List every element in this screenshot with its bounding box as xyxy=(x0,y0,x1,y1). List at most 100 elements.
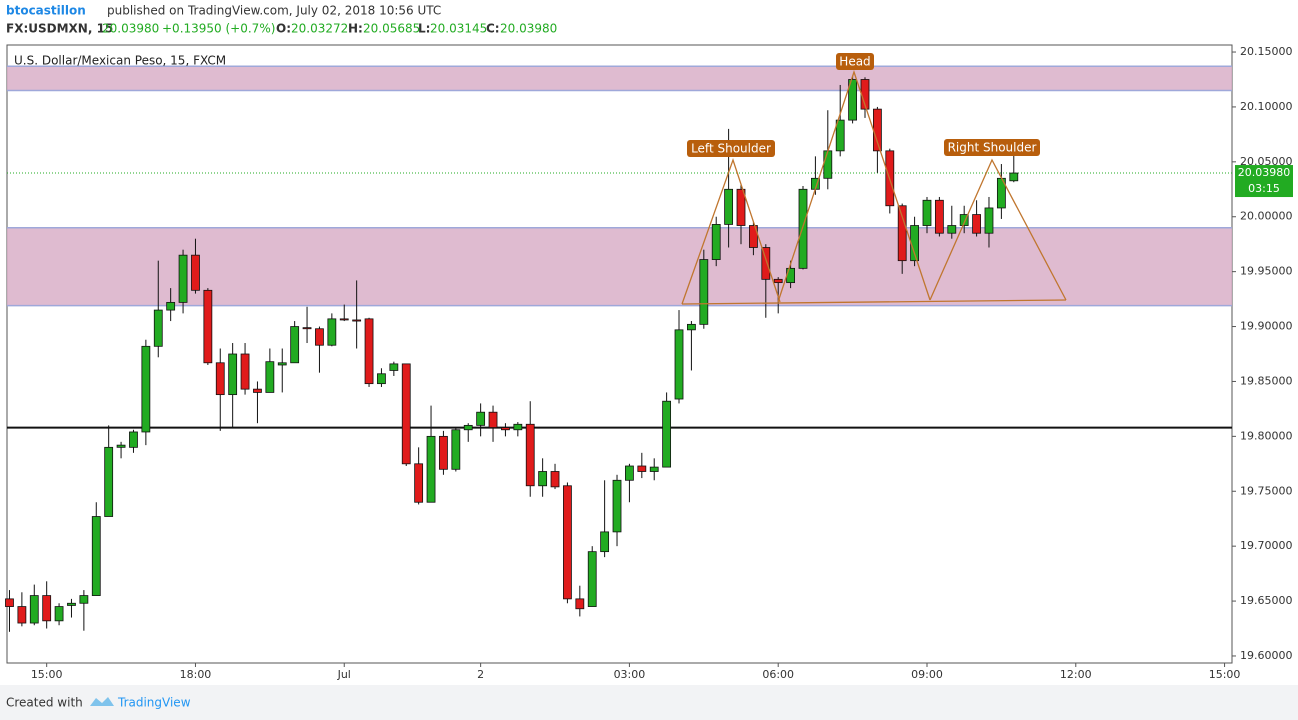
candle-body xyxy=(364,318,374,385)
annotation-box xyxy=(687,140,775,157)
zone xyxy=(7,66,1232,91)
candle-body xyxy=(426,435,436,503)
x-tick-label: 12:00 xyxy=(1060,668,1092,681)
candle-body xyxy=(42,595,52,622)
candle-body xyxy=(54,606,64,622)
author[interactable]: btocastillon xyxy=(6,4,86,18)
candle-body xyxy=(302,327,312,330)
x-tick-label: 15:00 xyxy=(1209,668,1241,681)
candle-body xyxy=(897,205,907,262)
countdown: 03:15 xyxy=(1248,182,1280,195)
candle-body xyxy=(513,423,523,431)
annotation: Right Shoulder xyxy=(948,141,1037,155)
symbol: FX:USDMXN, 15 xyxy=(6,22,113,36)
candle-body xyxy=(17,606,27,624)
chart-title: U.S. Dollar/Mexican Peso, 15, FXCM xyxy=(14,54,226,68)
y-tick-label: 19.60000 xyxy=(1240,649,1293,662)
candle-body xyxy=(872,108,882,152)
candle-body xyxy=(662,400,672,468)
candle-body xyxy=(29,595,39,624)
change: +0.13950 (+0.7%) xyxy=(162,22,275,36)
candle-body xyxy=(699,259,709,325)
candle-body xyxy=(711,224,721,260)
candle-body xyxy=(761,247,771,280)
candle-body xyxy=(550,471,560,488)
y-tick-label: 19.90000 xyxy=(1240,320,1293,333)
c-label: C: xyxy=(486,22,500,36)
l: 20.03145 xyxy=(430,22,487,36)
candle-body xyxy=(947,225,957,234)
candle-body xyxy=(575,598,585,610)
candle-body xyxy=(240,353,250,390)
footer-bg xyxy=(0,685,1298,720)
candle-body xyxy=(488,411,498,428)
x-tick-label: 2 xyxy=(477,668,484,681)
candle-body xyxy=(215,362,225,396)
candle-body xyxy=(649,466,659,472)
plot-frame xyxy=(6,44,1233,664)
candle-body xyxy=(178,254,188,303)
x-tick-label: Jul xyxy=(337,668,351,681)
brand[interactable]: TradingView xyxy=(117,696,191,710)
candle-body xyxy=(687,323,696,331)
candle-body xyxy=(153,309,163,347)
last: 20.03980 xyxy=(102,22,159,36)
candle-body xyxy=(501,427,510,431)
candle-body xyxy=(339,318,349,321)
candle-body xyxy=(736,188,746,226)
y-tick-label: 20.05000 xyxy=(1240,155,1293,168)
candle-body xyxy=(724,188,734,225)
candle-body xyxy=(476,411,486,426)
candle-body xyxy=(749,225,758,248)
candle-body xyxy=(166,301,176,311)
x-tick-label: 03:00 xyxy=(614,668,646,681)
candle-body xyxy=(674,329,684,400)
candle-body xyxy=(129,431,138,448)
candle-body xyxy=(79,595,89,604)
candle-body xyxy=(612,479,622,533)
y-tick-label: 19.75000 xyxy=(1240,484,1293,497)
y-tick-label: 19.95000 xyxy=(1240,265,1293,278)
c: 20.03980 xyxy=(500,22,557,36)
candle-body xyxy=(798,188,808,269)
candle-body xyxy=(377,373,386,385)
l-label: L: xyxy=(418,22,430,36)
h-label: H: xyxy=(348,22,363,36)
candle-body xyxy=(538,471,548,487)
candle-body xyxy=(389,363,399,371)
candle-body xyxy=(91,516,101,596)
candle-body xyxy=(972,214,981,234)
x-tick-label: 06:00 xyxy=(762,668,794,681)
published: published on TradingView.com, July 02, 2… xyxy=(107,4,441,18)
candle-body xyxy=(439,435,448,470)
candle-body xyxy=(104,446,114,517)
candle-body xyxy=(625,465,634,481)
x-tick-label: 09:00 xyxy=(911,668,943,681)
candle-body xyxy=(141,345,151,433)
candle-body xyxy=(203,289,213,364)
plot xyxy=(5,65,1232,632)
candle-body xyxy=(401,363,411,465)
candle-body xyxy=(228,353,238,396)
candle-body xyxy=(290,326,300,364)
candle-body xyxy=(600,531,610,553)
candle-body xyxy=(414,463,424,503)
y-tick-label: 20.00000 xyxy=(1240,210,1293,223)
left-shoulder-line xyxy=(681,157,781,305)
candle-body xyxy=(67,602,76,606)
candle-body xyxy=(773,278,783,284)
annotation-box xyxy=(836,53,874,70)
candle-body xyxy=(835,119,845,152)
candle-body xyxy=(265,361,275,393)
candle-body xyxy=(848,79,857,121)
annotations: Left Shoulder Head Right Shoulder xyxy=(687,53,1040,157)
y-tick-label: 20.15000 xyxy=(1240,45,1293,58)
candle-body xyxy=(451,429,461,470)
o: 20.03272 xyxy=(291,22,348,36)
candle-body xyxy=(1009,172,1019,182)
annotation: Left Shoulder xyxy=(691,142,771,156)
candle-body xyxy=(563,485,572,600)
annotation-box xyxy=(944,139,1040,156)
candle-body xyxy=(823,150,833,179)
head-and-shoulders xyxy=(681,69,1067,305)
